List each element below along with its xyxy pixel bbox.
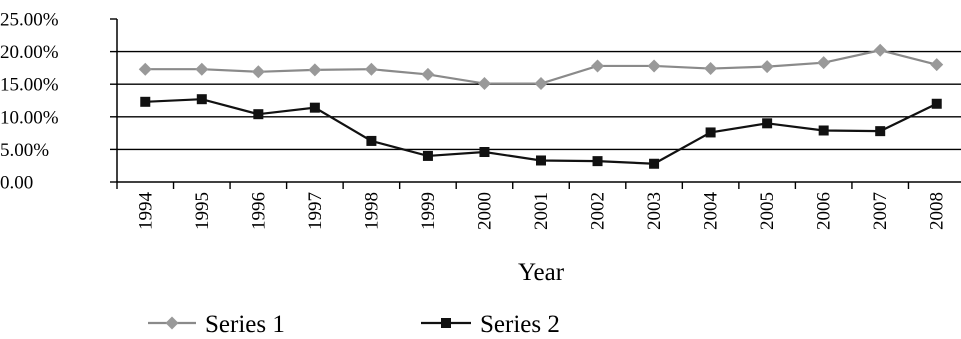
y-tick-label: 5.00% xyxy=(0,140,49,161)
axes xyxy=(116,19,961,183)
x-axis-ticks: 1994 1995 1996 1997 1998 1999 2000 2001 2002 2003… xyxy=(116,182,948,231)
series-2 xyxy=(140,94,942,169)
data-point xyxy=(873,43,887,57)
x-tick-label: 2008 xyxy=(927,192,948,230)
x-tick-label: 1998 xyxy=(361,192,382,230)
data-point xyxy=(592,156,603,167)
data-point xyxy=(534,77,548,91)
legend-marker xyxy=(441,318,451,328)
data-point xyxy=(649,158,660,169)
x-axis-label: Year xyxy=(518,259,565,286)
x-tick-label: 1999 xyxy=(418,192,439,230)
x-tick-label: 1997 xyxy=(305,192,326,230)
x-tick-label: 1995 xyxy=(192,192,213,230)
data-point xyxy=(479,147,490,158)
legend: Series 1 Series 2 xyxy=(148,311,560,338)
data-point xyxy=(760,60,774,74)
x-tick-label: 2004 xyxy=(701,192,722,231)
legend-marker xyxy=(165,316,179,330)
series-1 xyxy=(138,43,944,91)
y-tick-label: 25.00% xyxy=(0,10,59,31)
legend-item-2: Series 2 xyxy=(421,311,560,338)
x-tick-label: 2002 xyxy=(588,192,609,230)
x-tick-label: 2007 xyxy=(870,192,891,230)
data-point xyxy=(253,109,264,120)
data-point xyxy=(140,96,151,107)
data-point xyxy=(138,62,152,76)
x-tick-label: 2000 xyxy=(474,192,495,230)
data-point xyxy=(705,127,716,138)
data-point xyxy=(817,56,831,70)
data-point xyxy=(422,150,433,161)
y-tick-label: 10.00% xyxy=(0,107,59,128)
y-axis-ticks: 0.00 5.00% 10.00% 15.00% 20.00% 25.00% xyxy=(0,10,117,194)
x-tick-label: 1994 xyxy=(135,192,156,231)
y-tick-label: 0.00 xyxy=(0,173,33,194)
data-point xyxy=(364,62,378,76)
data-point xyxy=(536,155,546,166)
data-point xyxy=(931,98,942,109)
x-tick-label: 2001 xyxy=(531,192,552,230)
data-point xyxy=(647,59,661,73)
y-tick-label: 20.00% xyxy=(0,42,59,63)
legend-label: Series 2 xyxy=(480,311,560,338)
series-line xyxy=(145,98,938,165)
data-point xyxy=(930,58,944,72)
data-point xyxy=(591,59,605,73)
x-tick-label: 2006 xyxy=(814,192,835,230)
x-tick-label: 1996 xyxy=(248,192,269,230)
data-point xyxy=(308,63,322,77)
data-point xyxy=(251,65,265,79)
data-point xyxy=(477,77,491,91)
y-tick-label: 15.00% xyxy=(0,75,59,96)
legend-label: Series 1 xyxy=(205,311,285,338)
data-point xyxy=(818,125,829,136)
data-point xyxy=(875,126,886,137)
data-point xyxy=(196,94,207,105)
series-group xyxy=(138,43,944,169)
data-point xyxy=(421,67,435,81)
data-point xyxy=(704,62,718,76)
data-point xyxy=(309,102,320,113)
x-tick-label: 2003 xyxy=(644,192,665,230)
data-point xyxy=(366,135,377,146)
gridlines xyxy=(117,50,961,151)
data-point xyxy=(195,62,209,76)
x-tick-label: 2005 xyxy=(757,192,778,230)
legend-item-1: Series 1 xyxy=(148,311,285,338)
data-point xyxy=(762,118,773,129)
